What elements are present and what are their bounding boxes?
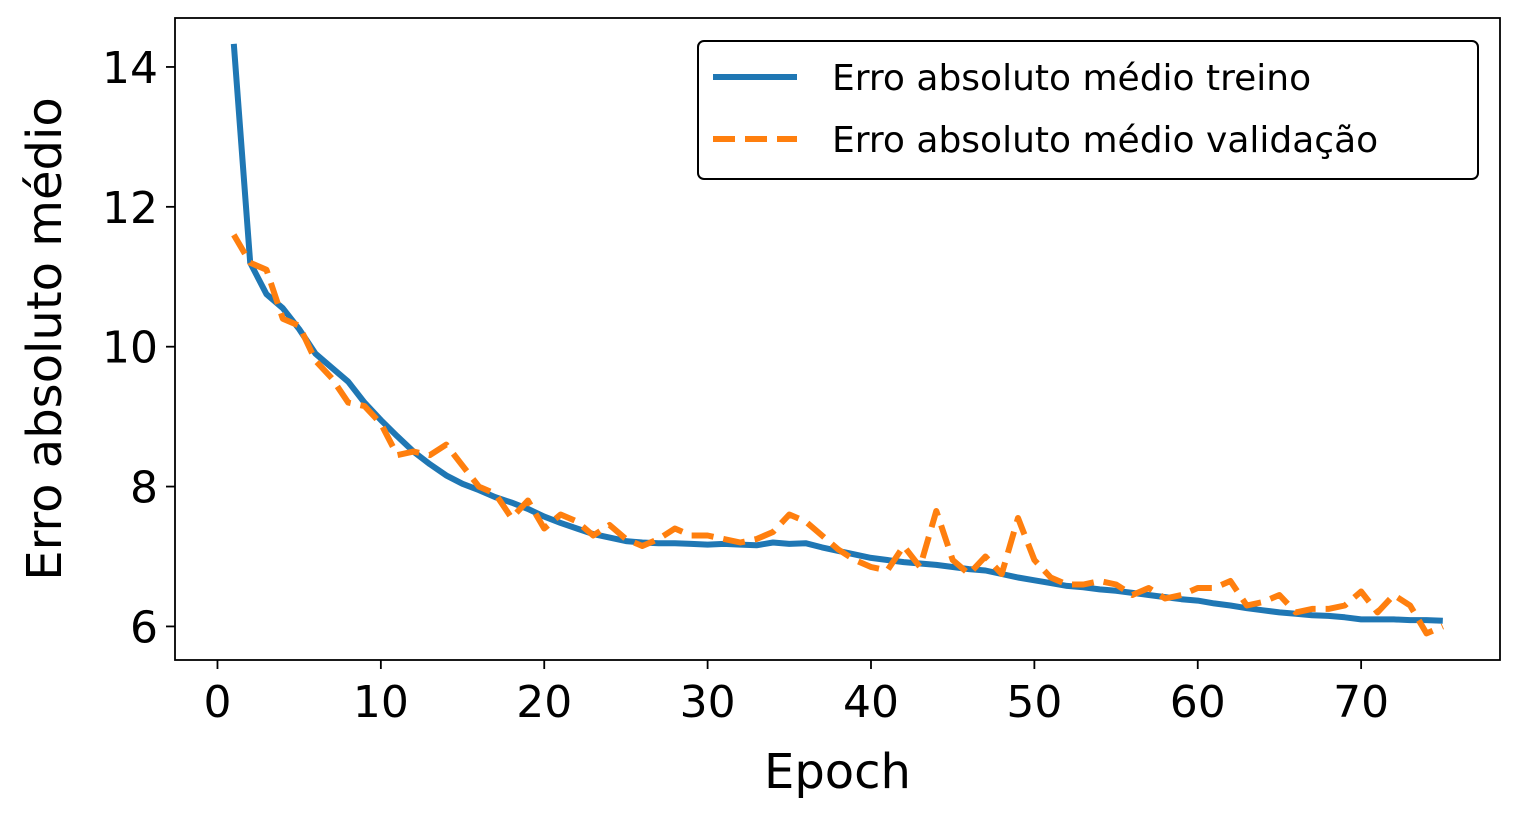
x-tick-label: 0 bbox=[203, 677, 231, 728]
y-tick-label: 8 bbox=[130, 463, 158, 514]
y-tick-label: 6 bbox=[130, 602, 158, 653]
x-tick-label: 30 bbox=[680, 677, 736, 728]
y-axis: 6 8 10 12 14 bbox=[102, 43, 175, 653]
legend: Erro absoluto médio treino Erro absoluto… bbox=[697, 40, 1479, 180]
x-tick-label: 20 bbox=[516, 677, 572, 728]
legend-label-treino: Erro absoluto médio treino bbox=[832, 58, 1311, 99]
y-tick-label: 10 bbox=[102, 323, 158, 374]
x-tick-label: 50 bbox=[1006, 677, 1062, 728]
series-line-1 bbox=[231, 233, 1444, 637]
x-tick-label: 40 bbox=[843, 677, 899, 728]
y-tick-label: 14 bbox=[102, 43, 158, 94]
x-tick-label: 60 bbox=[1170, 677, 1226, 728]
x-tick-label: 10 bbox=[353, 677, 409, 728]
x-tick-label: 70 bbox=[1333, 677, 1389, 728]
plot-frame bbox=[174, 17, 1501, 661]
y-tick-label: 12 bbox=[102, 183, 158, 234]
legend-box bbox=[697, 40, 1479, 180]
legend-label-validacao: Erro absoluto médio validação bbox=[832, 120, 1378, 161]
x-axis-title: Epoch bbox=[764, 744, 911, 800]
series-lines bbox=[230, 43, 1444, 637]
x-axis: 0 10 20 30 40 50 60 70 bbox=[203, 660, 1389, 728]
y-axis-title: Erro absoluto médio bbox=[17, 97, 73, 580]
